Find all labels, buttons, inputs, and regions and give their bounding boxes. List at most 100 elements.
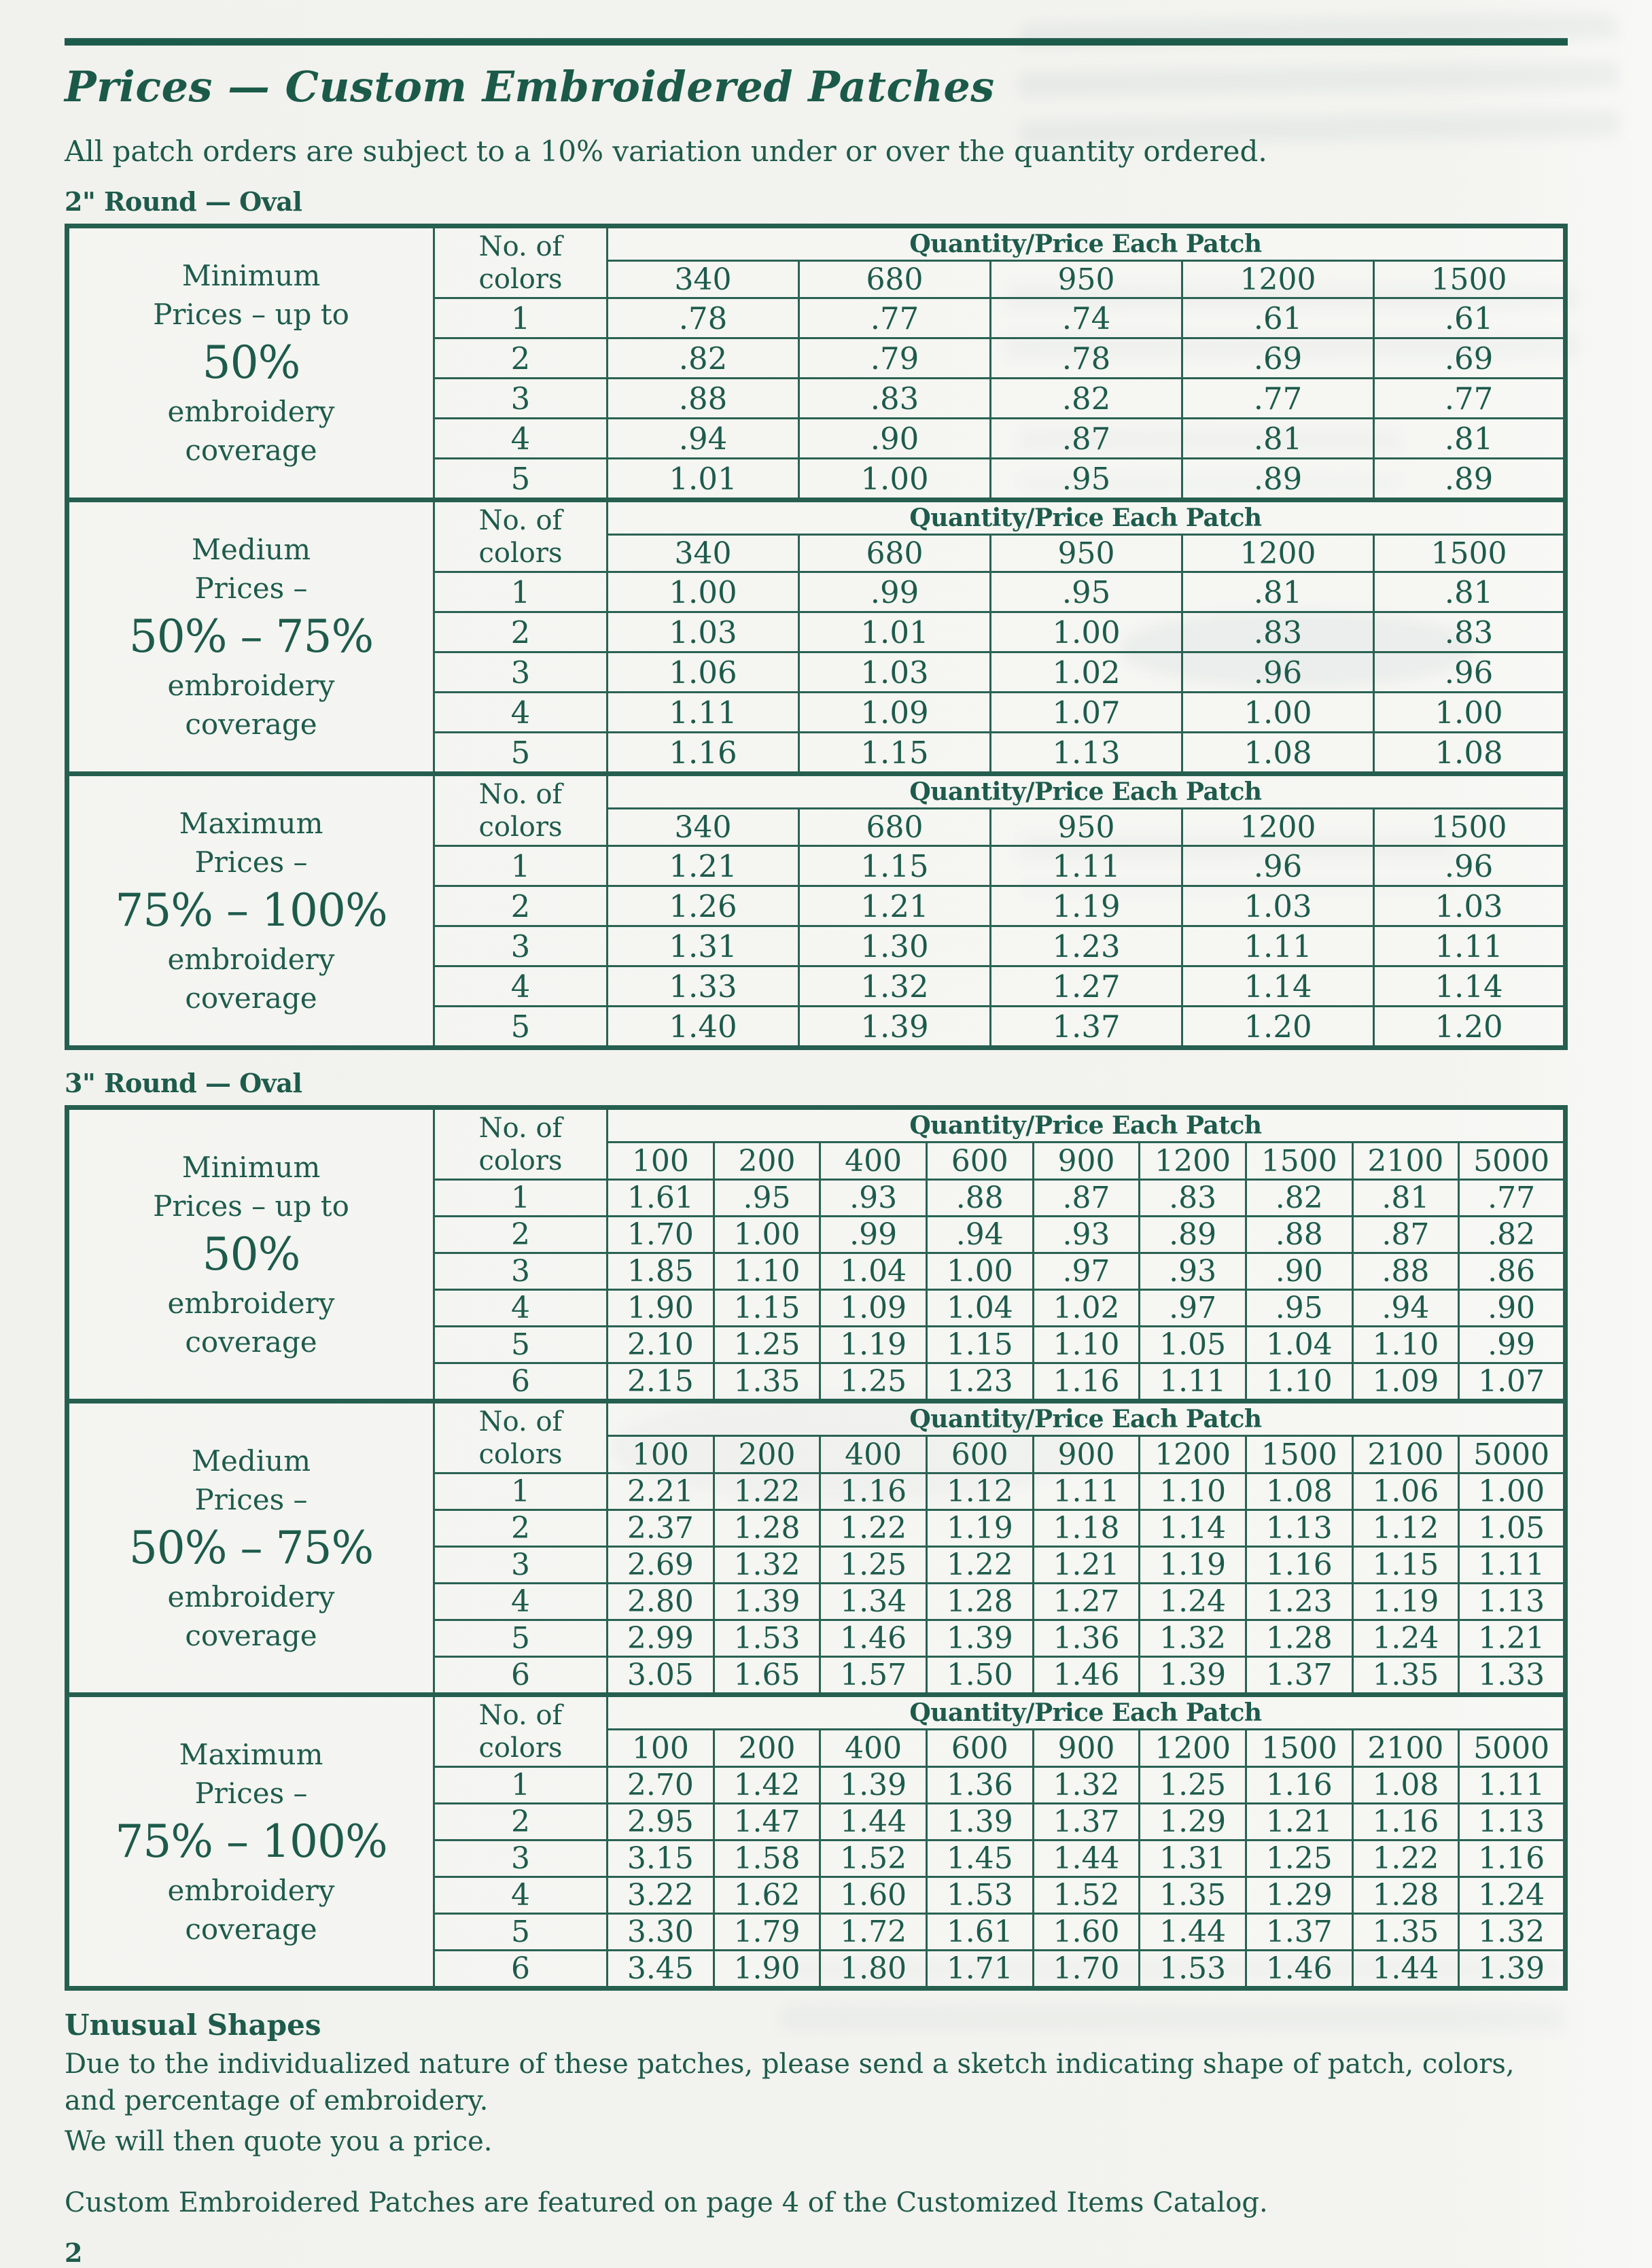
tier-label-top: Medium Prices – bbox=[191, 1444, 311, 1516]
price-cell: 2.99 bbox=[606, 1619, 715, 1658]
quantity-column-label: 900 bbox=[1032, 1728, 1141, 1768]
price-cell: 2.70 bbox=[606, 1766, 715, 1804]
price-cell: 1.28 bbox=[1351, 1876, 1460, 1915]
price-cell: 2.37 bbox=[606, 1509, 715, 1548]
price-cell: 1.21 bbox=[606, 845, 800, 887]
price-cell: 1.28 bbox=[712, 1509, 822, 1548]
price-cell: .77 bbox=[798, 297, 991, 339]
price-cell: 1.23 bbox=[925, 1362, 1034, 1402]
price-cell: 1.11 bbox=[1458, 1546, 1566, 1584]
top-rule bbox=[65, 38, 1568, 46]
price-cell: 1.39 bbox=[798, 1005, 991, 1049]
quantity-column-label: 600 bbox=[925, 1728, 1034, 1768]
price-cell: 1.08 bbox=[1244, 1472, 1354, 1511]
price-row: 2 2.95 1.47 1.44 1.39 1.37 1.29 1.21 1.16 1.13 bbox=[67, 1802, 1566, 1841]
price-cell: 1.65 bbox=[712, 1656, 822, 1696]
price-cell: 1.19 bbox=[989, 885, 1183, 927]
price-cell: 1.37 bbox=[1244, 1913, 1354, 1951]
price-cell: .87 bbox=[989, 417, 1183, 459]
price-cell: 1.10 bbox=[1351, 1325, 1460, 1364]
price-cell: .69 bbox=[1373, 337, 1566, 379]
unusual-shapes-block: Unusual Shapes Due to the individualized… bbox=[65, 2008, 1568, 2268]
price-cell: 3.22 bbox=[606, 1876, 715, 1915]
price-cell: 1.26 bbox=[606, 885, 800, 927]
price-cell: .83 bbox=[1373, 611, 1566, 653]
num-colors-cell: 1 bbox=[433, 1179, 608, 1217]
price-cell: 1.21 bbox=[1244, 1802, 1354, 1841]
price-row: 4 1.90 1.15 1.09 1.04 1.02.97.95.94.90 bbox=[67, 1289, 1566, 1327]
price-cell: 1.24 bbox=[1351, 1619, 1460, 1658]
price-cell: .93 bbox=[819, 1179, 928, 1217]
quantity-column-label: 900 bbox=[1032, 1141, 1141, 1181]
num-colors-cell: 3 bbox=[433, 925, 608, 967]
quantity-price-header: Quantity/Price Each Patch bbox=[606, 773, 1566, 809]
price-cell: 1.09 bbox=[1351, 1362, 1460, 1402]
price-cell: .90 bbox=[798, 417, 991, 459]
price-cell: 1.42 bbox=[712, 1766, 822, 1804]
price-cell: 1.22 bbox=[1351, 1839, 1460, 1878]
quantity-column-label: 1200 bbox=[1138, 1141, 1247, 1181]
price-cell: 1.53 bbox=[925, 1876, 1034, 1915]
num-colors-cell: 1 bbox=[433, 571, 608, 613]
price-cell: 1.14 bbox=[1138, 1509, 1247, 1548]
price-cell: .89 bbox=[1181, 457, 1375, 501]
price-cell: 1.15 bbox=[798, 845, 991, 887]
num-colors-cell: 5 bbox=[433, 1005, 608, 1049]
price-cell: 1.21 bbox=[798, 885, 991, 927]
price-cell: 1.11 bbox=[1458, 1766, 1566, 1804]
quantity-column-label: 5000 bbox=[1458, 1141, 1566, 1181]
price-cell: 1.37 bbox=[1032, 1802, 1141, 1841]
price-cell: .94 bbox=[1351, 1289, 1460, 1327]
price-cell: 1.04 bbox=[925, 1289, 1034, 1327]
price-cell: 1.25 bbox=[819, 1362, 928, 1402]
price-cell: 1.57 bbox=[819, 1656, 928, 1696]
price-cell: 1.39 bbox=[925, 1802, 1034, 1841]
unusual-shapes-text-line2: We will then quote you a price. bbox=[65, 2126, 493, 2157]
price-cell: 1.28 bbox=[1244, 1619, 1354, 1658]
tier-label-top: Minimum Prices – up to bbox=[153, 259, 349, 331]
price-cell: 1.35 bbox=[1351, 1656, 1460, 1696]
price-cell: 1.14 bbox=[1373, 965, 1566, 1007]
tier-label-percentage: 50% – 75% bbox=[128, 1521, 374, 1574]
num-colors-cell: 2 bbox=[433, 1215, 608, 1254]
price-cell: .79 bbox=[798, 337, 991, 379]
price-cell: 1.03 bbox=[1181, 885, 1375, 927]
price-cell: 3.45 bbox=[606, 1949, 715, 1989]
price-cell: 1.00 bbox=[606, 571, 800, 613]
quantity-price-header: Quantity/Price Each Patch bbox=[606, 499, 1566, 536]
colors-column-header: No. of colors bbox=[433, 1694, 608, 1768]
price-cell: 1.52 bbox=[1032, 1876, 1141, 1915]
price-cell: 2.80 bbox=[606, 1582, 715, 1621]
price-cell: 1.03 bbox=[606, 611, 800, 653]
price-cell: 1.04 bbox=[819, 1252, 928, 1291]
num-colors-cell: 3 bbox=[433, 377, 608, 419]
price-row: 1.78.77.74.61.61 bbox=[67, 297, 1566, 339]
price-cell: 1.16 bbox=[606, 731, 800, 775]
price-cell: .78 bbox=[989, 337, 1183, 379]
price-cell: 1.15 bbox=[1351, 1546, 1460, 1584]
price-cell: .96 bbox=[1181, 651, 1375, 693]
num-colors-cell: 4 bbox=[433, 1582, 608, 1621]
price-cell: 1.36 bbox=[1032, 1619, 1141, 1658]
price-row: 1 2.21 1.22 1.16 1.12 1.11 1.10 1.08 1.06 1.00 bbox=[67, 1472, 1566, 1511]
price-cell: 1.11 bbox=[1373, 925, 1566, 967]
num-colors-cell: 2 bbox=[433, 337, 608, 379]
price-cell: .69 bbox=[1181, 337, 1375, 379]
num-colors-cell: 4 bbox=[433, 691, 608, 733]
num-colors-cell: 5 bbox=[433, 457, 608, 501]
price-cell: .88 bbox=[925, 1179, 1034, 1217]
tier-label-top: Maximum Prices – bbox=[179, 1737, 323, 1810]
quantity-column-label: 1500 bbox=[1244, 1141, 1354, 1181]
price-row: 4 1.33 1.32 1.27 1.14 1.14 bbox=[67, 965, 1566, 1007]
tier-label: Medium Prices –50% – 75% embroidery coverag… bbox=[66, 499, 435, 775]
price-cell: 1.25 bbox=[1244, 1839, 1354, 1878]
quantity-column-label: 900 bbox=[1032, 1435, 1141, 1474]
quantity-column-label: 1500 bbox=[1373, 534, 1566, 573]
quantity-column-label: 1200 bbox=[1138, 1728, 1247, 1768]
num-colors-cell: 5 bbox=[433, 1325, 608, 1364]
price-cell: 1.24 bbox=[1458, 1876, 1566, 1915]
subtitle-note: All patch orders are subject to a 10% va… bbox=[65, 135, 1267, 168]
num-colors-cell: 2 bbox=[433, 611, 608, 653]
price-row: 4 2.80 1.39 1.34 1.28 1.27 1.24 1.23 1.19 1.13 bbox=[67, 1582, 1566, 1621]
tier-label-bottom: embroidery coverage bbox=[167, 943, 335, 1015]
